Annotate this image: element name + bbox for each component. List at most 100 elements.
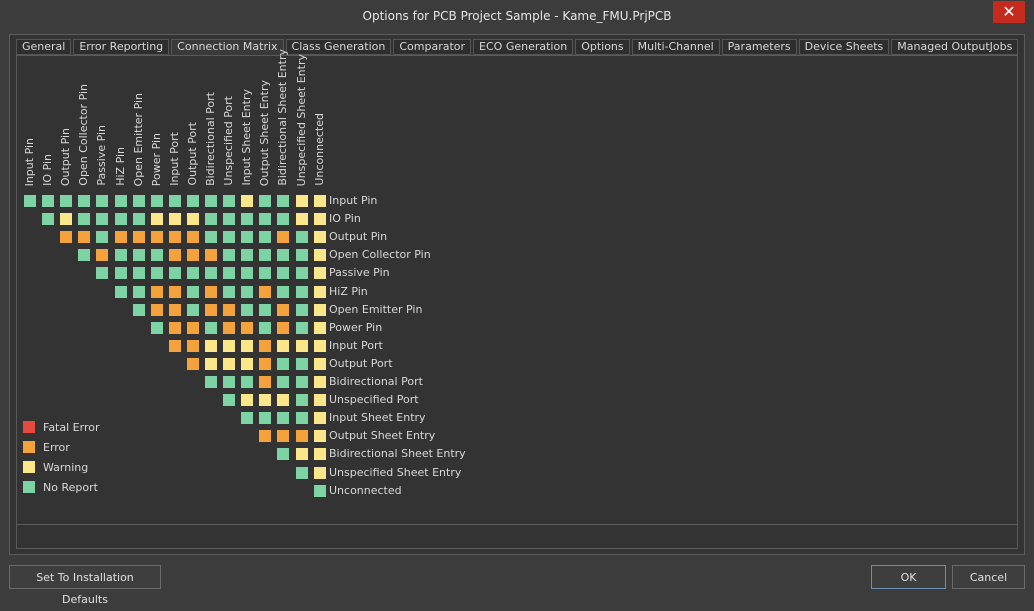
close-button[interactable]: ✕ <box>993 1 1025 23</box>
tab-connection-matrix[interactable]: Connection Matrix <box>171 39 284 55</box>
matrix-cell[interactable] <box>150 267 163 280</box>
matrix-cell[interactable] <box>168 285 181 298</box>
matrix-cell[interactable] <box>295 466 308 479</box>
matrix-cell[interactable] <box>295 357 308 370</box>
matrix-cell[interactable] <box>277 394 290 407</box>
matrix-cell[interactable] <box>205 357 217 370</box>
matrix-cell[interactable] <box>313 267 326 280</box>
matrix-cell[interactable] <box>96 231 109 244</box>
matrix-cell[interactable] <box>277 195 290 207</box>
matrix-cell[interactable] <box>277 231 290 244</box>
matrix-cell[interactable] <box>295 195 308 207</box>
matrix-cell[interactable] <box>205 303 217 316</box>
matrix-cell[interactable] <box>295 412 308 425</box>
matrix-cell[interactable] <box>313 303 326 316</box>
matrix-cell[interactable] <box>168 213 181 226</box>
matrix-cell[interactable] <box>205 285 217 298</box>
matrix-cell[interactable] <box>223 303 236 316</box>
matrix-cell[interactable] <box>259 249 272 262</box>
matrix-cell[interactable] <box>295 376 308 388</box>
matrix-cell[interactable] <box>259 267 272 280</box>
matrix-cell[interactable] <box>24 195 36 207</box>
matrix-cell[interactable] <box>295 231 308 244</box>
matrix-cell[interactable] <box>223 285 236 298</box>
matrix-cell[interactable] <box>277 267 290 280</box>
matrix-cell[interactable] <box>132 249 145 262</box>
matrix-cell[interactable] <box>205 231 217 244</box>
matrix-cell[interactable] <box>168 195 181 207</box>
matrix-cell[interactable] <box>277 339 290 352</box>
matrix-cell[interactable] <box>114 267 127 280</box>
matrix-cell[interactable] <box>313 394 326 407</box>
matrix-cell[interactable] <box>78 195 91 207</box>
matrix-cell[interactable] <box>114 285 127 298</box>
tab-multi-channel[interactable]: Multi-Channel <box>631 39 720 55</box>
matrix-cell[interactable] <box>313 321 326 334</box>
matrix-cell[interactable] <box>259 321 272 334</box>
matrix-cell[interactable] <box>241 321 254 334</box>
matrix-cell[interactable] <box>205 339 217 352</box>
matrix-cell[interactable] <box>241 357 254 370</box>
matrix-cell[interactable] <box>295 321 308 334</box>
matrix-cell[interactable] <box>205 267 217 280</box>
matrix-cell[interactable] <box>114 249 127 262</box>
matrix-cell[interactable] <box>96 249 109 262</box>
matrix-cell[interactable] <box>277 448 290 461</box>
matrix-cell[interactable] <box>186 249 199 262</box>
matrix-cell[interactable] <box>241 394 254 407</box>
matrix-cell[interactable] <box>295 249 308 262</box>
matrix-cell[interactable] <box>205 195 217 207</box>
matrix-cell[interactable] <box>150 285 163 298</box>
matrix-cell[interactable] <box>223 376 236 388</box>
matrix-cell[interactable] <box>277 213 290 226</box>
tab-device-sheets[interactable]: Device Sheets <box>798 39 890 55</box>
matrix-cell[interactable] <box>42 195 55 207</box>
matrix-cell[interactable] <box>168 249 181 262</box>
matrix-cell[interactable] <box>295 213 308 226</box>
tab-general[interactable]: General <box>16 39 72 55</box>
matrix-cell[interactable] <box>277 357 290 370</box>
matrix-cell[interactable] <box>168 303 181 316</box>
tab-error-reporting[interactable]: Error Reporting <box>73 39 170 55</box>
matrix-cell[interactable] <box>96 213 109 226</box>
matrix-cell[interactable] <box>205 249 217 262</box>
matrix-cell[interactable] <box>60 195 73 207</box>
matrix-cell[interactable] <box>168 321 181 334</box>
tab-class-generation[interactable]: Class Generation <box>285 39 392 55</box>
matrix-cell[interactable] <box>132 267 145 280</box>
matrix-cell[interactable] <box>186 357 199 370</box>
matrix-cell[interactable] <box>313 195 326 207</box>
matrix-cell[interactable] <box>150 249 163 262</box>
matrix-cell[interactable] <box>259 412 272 425</box>
matrix-cell[interactable] <box>313 213 326 226</box>
matrix-cell[interactable] <box>78 231 91 244</box>
matrix-cell[interactable] <box>295 448 308 461</box>
matrix-cell[interactable] <box>223 321 236 334</box>
matrix-cell[interactable] <box>313 249 326 262</box>
matrix-cell[interactable] <box>132 303 145 316</box>
matrix-cell[interactable] <box>259 285 272 298</box>
matrix-cell[interactable] <box>150 213 163 226</box>
matrix-cell[interactable] <box>277 285 290 298</box>
matrix-cell[interactable] <box>223 394 236 407</box>
matrix-cell[interactable] <box>223 249 236 262</box>
matrix-cell[interactable] <box>313 466 326 479</box>
matrix-cell[interactable] <box>132 213 145 226</box>
tab-options[interactable]: Options <box>575 39 630 55</box>
matrix-cell[interactable] <box>186 321 199 334</box>
cancel-button[interactable]: Cancel <box>952 565 1025 589</box>
matrix-cell[interactable] <box>295 285 308 298</box>
matrix-cell[interactable] <box>313 412 326 425</box>
set-defaults-button[interactable]: Set To Installation Defaults <box>9 565 161 606</box>
matrix-cell[interactable] <box>241 195 254 207</box>
matrix-cell[interactable] <box>295 303 308 316</box>
matrix-cell[interactable] <box>114 195 127 207</box>
matrix-cell[interactable] <box>241 412 254 425</box>
matrix-cell[interactable] <box>78 213 91 226</box>
matrix-cell[interactable] <box>259 430 272 443</box>
matrix-cell[interactable] <box>295 394 308 407</box>
matrix-cell[interactable] <box>259 195 272 207</box>
matrix-cell[interactable] <box>241 249 254 262</box>
matrix-cell[interactable] <box>223 195 236 207</box>
matrix-cell[interactable] <box>313 430 326 443</box>
